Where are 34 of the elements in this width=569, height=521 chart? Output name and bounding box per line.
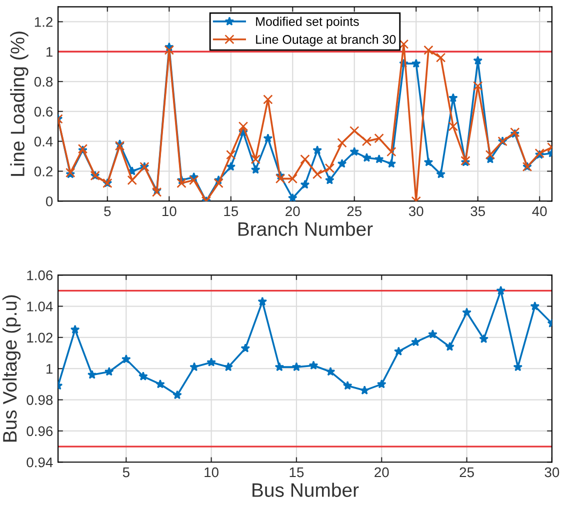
x-tick-label: 25 (460, 467, 474, 478)
x-tick-label: 15 (290, 468, 304, 478)
y-axis-title: Bus Voltage (p.u) (2, 295, 21, 442)
x-tick-label: 5 (122, 468, 130, 478)
y-tick-label: 1 (46, 364, 52, 374)
x-tick-label: 30 (408, 206, 424, 216)
y-tick-label: 0.96 (26, 426, 53, 436)
x-tick-label: 15 (224, 206, 238, 216)
legend-label: Modified set points (256, 16, 359, 28)
x-tick-label: 35 (470, 206, 485, 216)
y-tick-label: 0.4 (34, 136, 53, 146)
y-tick-label: 1.2 (34, 17, 52, 27)
x-tick-label: 20 (286, 206, 300, 216)
y-axis-title: Line Loading (%) (10, 32, 28, 176)
y-tick-label: 0.94 (26, 457, 53, 468)
x-tick-label: 30 (544, 467, 560, 478)
y-tick-label: 0.6 (34, 106, 53, 117)
y-tick-label: 1.06 (27, 270, 53, 280)
x-tick-label: 20 (374, 467, 389, 478)
y-tick-label: 1.04 (27, 302, 53, 312)
y-tick-label: 0.2 (34, 166, 52, 176)
x-tick-label: 40 (532, 206, 547, 216)
y-tick-label: 0 (46, 196, 53, 206)
x-tick-label: 10 (162, 206, 176, 216)
x-tick-label: 5 (104, 206, 111, 216)
y-tick-label: 1 (46, 47, 52, 57)
legend-label: Line Outage at branch 30 (256, 34, 396, 46)
x-axis-title: Bus Number (252, 482, 359, 497)
x-tick-label: 10 (204, 467, 218, 478)
y-tick-label: 1.02 (27, 332, 52, 343)
x-axis-title: Branch Number (238, 222, 373, 236)
x-tick-label: 25 (347, 206, 362, 216)
y-tick-label: 0.98 (26, 395, 53, 405)
y-tick-label: 0.8 (34, 76, 53, 87)
